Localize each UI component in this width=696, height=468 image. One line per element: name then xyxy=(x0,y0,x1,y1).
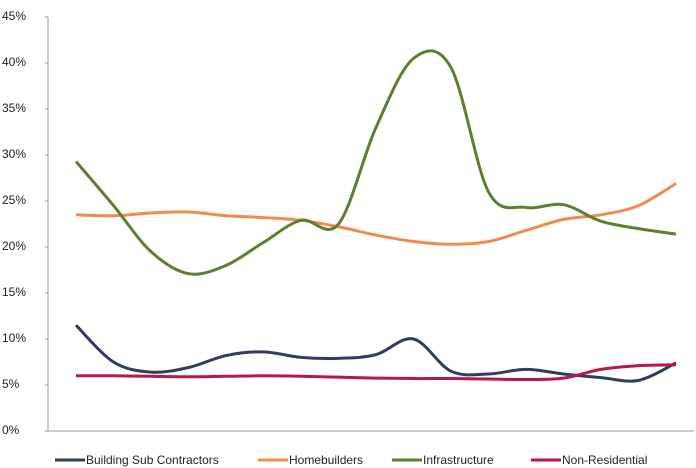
y-tick-label: 5% xyxy=(2,377,20,391)
y-tick-label: 25% xyxy=(2,193,26,207)
y-tick-label: 20% xyxy=(2,239,26,253)
y-tick-label: 10% xyxy=(2,331,26,345)
y-tick-label: 30% xyxy=(2,147,26,161)
legend-label: Non-Residential xyxy=(562,453,647,467)
legend-label: Building Sub Contractors xyxy=(86,453,219,467)
y-tick-label: 15% xyxy=(2,285,26,299)
y-tick-label: 45% xyxy=(2,9,26,23)
y-tick-label: 35% xyxy=(2,101,26,115)
line xyxy=(75,363,677,382)
y-tick-label: 40% xyxy=(2,55,26,69)
legend-label: Infrastructure xyxy=(423,453,494,467)
line xyxy=(74,49,677,276)
line xyxy=(75,182,677,246)
y-tick-label: 0% xyxy=(2,423,20,437)
legend-label: Homebuilders xyxy=(289,453,363,467)
